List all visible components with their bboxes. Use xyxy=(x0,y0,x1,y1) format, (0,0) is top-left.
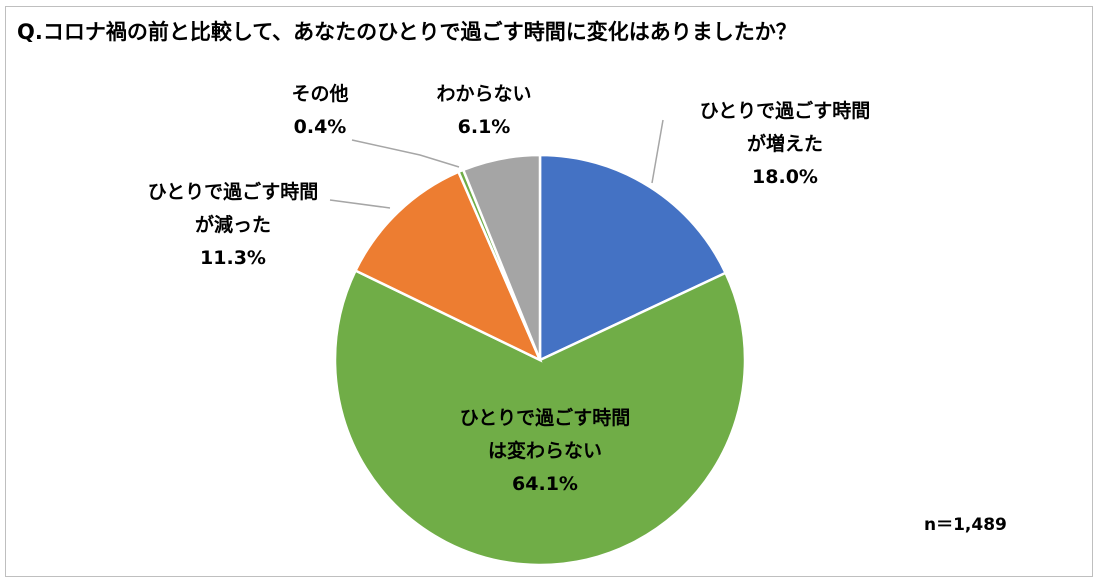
leader-line-2 xyxy=(329,199,391,209)
chart-title: Q.コロナ禍の前と比較して、あなたのひとりで過ごす時間に変化はありましたか？ xyxy=(17,20,797,44)
slice-category-label-3: その他 xyxy=(291,82,348,105)
pie-slice-1 xyxy=(333,268,747,567)
pie-slice-2 xyxy=(353,170,543,363)
sample-size-note: n＝1,489 xyxy=(924,515,1007,535)
slice-value-label-3: 0.4% xyxy=(294,116,347,138)
pie-slice-0 xyxy=(538,153,728,362)
leader-line-3 xyxy=(351,139,460,168)
slice-value-label-4: 6.1% xyxy=(458,116,511,138)
slice-value-label-2: 11.3% xyxy=(200,247,266,269)
slice-value-label-0: 18.0% xyxy=(752,166,818,188)
slice-category-label-0: が増えた xyxy=(747,132,823,155)
leader-line-0 xyxy=(651,119,664,184)
slice-category-label-1: は変わらない xyxy=(488,439,602,462)
slice-category-label-1: ひとりで過ごす時間 xyxy=(460,406,631,429)
slice-category-label-2: が減った xyxy=(195,213,271,236)
slice-value-label-1: 64.1% xyxy=(512,473,578,495)
slice-category-label-2: ひとりで過ごす時間 xyxy=(148,180,319,203)
slice-category-label-0: ひとりで過ごす時間 xyxy=(700,99,871,122)
pie-slice-4 xyxy=(461,153,542,361)
slice-category-label-4: わからない xyxy=(436,83,531,105)
